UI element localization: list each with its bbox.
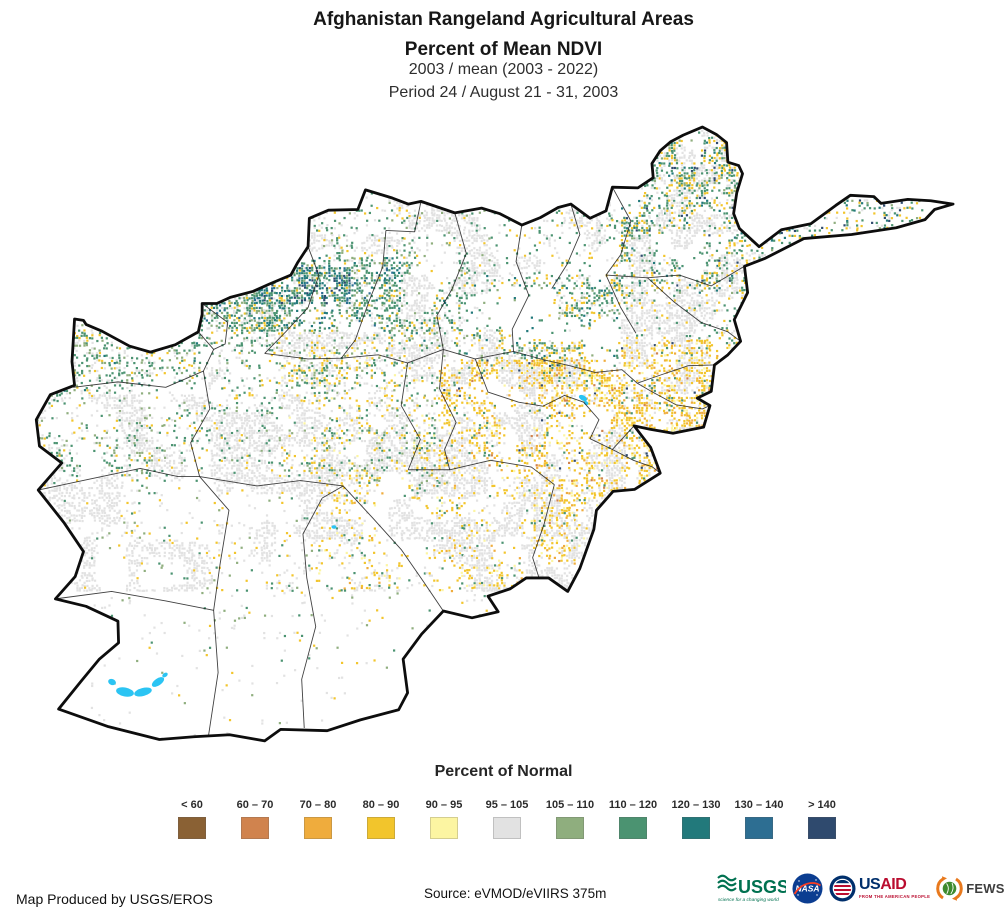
legend-item: 110 – 120 (601, 799, 665, 839)
legend-title: Percent of Normal (434, 763, 573, 780)
legend-swatch (493, 817, 521, 839)
legend-class-label: < 60 (181, 799, 203, 811)
legend-item: < 60 (160, 799, 224, 839)
legend-swatch (241, 817, 269, 839)
legend-swatch (178, 817, 206, 839)
legend-class-label: 110 – 120 (608, 799, 658, 811)
legend-class-label: 70 – 80 (299, 799, 337, 811)
legend-class-label: 80 – 90 (362, 799, 400, 811)
usgs-logo-text: USGS (738, 877, 786, 897)
legend-swatch (556, 817, 584, 839)
legend-swatch (682, 817, 710, 839)
usgs-logo-icon: USGS science for a changing world (717, 874, 786, 903)
legend-item: 120 – 130 (664, 799, 728, 839)
usaid-us-text: US (859, 876, 881, 894)
legend-class-label: 120 – 130 (671, 799, 721, 811)
legend-item: 105 – 110 (538, 799, 602, 839)
nasa-logo-text: NASA (795, 883, 819, 893)
legend-row: < 60 60 – 70 70 – 80 80 – 90 90 – 95 95 – 105… (0, 799, 1007, 849)
legend-swatch (367, 817, 395, 839)
ndvi-map-canvas (0, 0, 1007, 770)
legend-item: 130 – 140 (727, 799, 791, 839)
legend-swatch (808, 817, 836, 839)
fewsnet-logo: FEWS NET (936, 875, 1007, 902)
legend-class-label: 130 – 140 (734, 799, 784, 811)
legend-swatch (619, 817, 647, 839)
legend-item: 80 – 90 (349, 799, 413, 839)
legend-swatch (430, 817, 458, 839)
fewsnet-logo-icon (936, 875, 963, 901)
legend-swatch (304, 817, 332, 839)
usaid-logo: USAID FROM THE AMERICAN PEOPLE (829, 875, 930, 902)
legend-class-label: 60 – 70 (236, 799, 274, 811)
logo-strip: USGS science for a changing world NASA (716, 866, 1007, 910)
legend-class-label: > 140 (808, 799, 836, 811)
legend-class-label: 105 – 110 (545, 799, 595, 811)
usgs-logo-tagline: science for a changing world (718, 897, 779, 903)
usaid-aid-text: AID (880, 876, 907, 894)
legend-item: 70 – 80 (286, 799, 350, 839)
usaid-logo-text: USAID FROM THE AMERICAN PEOPLE (859, 877, 930, 899)
legend-item: 95 – 105 (475, 799, 539, 839)
source-text: Source: eVMOD/eVIIRS 375m (424, 886, 607, 901)
legend-item: 60 – 70 (223, 799, 287, 839)
produced-by-text: Map Produced by USGS/EROS (16, 891, 213, 907)
legend-item: 90 – 95 (412, 799, 476, 839)
legend-class-label: 95 – 105 (485, 799, 529, 811)
usaid-logo-icon (829, 875, 856, 901)
legend-item: > 140 (790, 799, 854, 839)
legend-class-label: 90 – 95 (425, 799, 463, 811)
fewsnet-logo-text: FEWS NET (966, 880, 1007, 896)
legend-swatch (745, 817, 773, 839)
nasa-logo-icon: NASA (792, 873, 823, 903)
usaid-tagline: FROM THE AMERICAN PEOPLE (859, 893, 931, 899)
